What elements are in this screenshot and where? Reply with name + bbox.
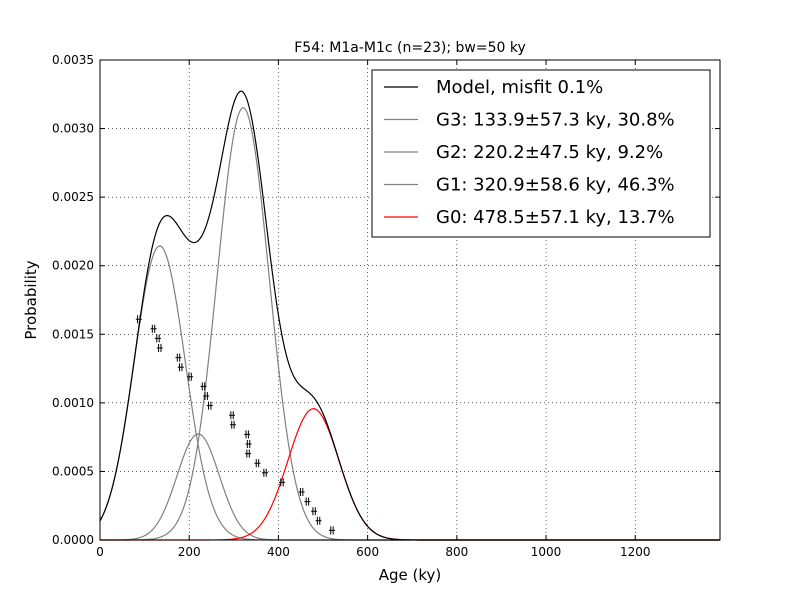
- sample-marker: [156, 344, 163, 352]
- legend-box: [371, 69, 711, 238]
- sample-markers: [135, 315, 335, 535]
- sample-marker: [244, 430, 251, 439]
- sample-marker: [229, 411, 236, 420]
- x-tick-label: 800: [445, 545, 468, 559]
- x-tick-label: 1000: [531, 545, 562, 559]
- sample-marker: [175, 353, 182, 362]
- sample-marker: [203, 392, 210, 400]
- legend-label: G3: 133.9±57.3 ky, 30.8%: [436, 110, 675, 131]
- plot-frame: [99, 59, 721, 541]
- x-tick-label: 1200: [620, 545, 651, 559]
- sample-marker: [206, 401, 213, 410]
- sample-marker: [311, 507, 318, 516]
- sample-marker: [254, 459, 261, 468]
- legend-label: Model, misfit 0.1%: [436, 77, 603, 98]
- x-axis-label: Age (ky): [379, 566, 442, 584]
- legend: Model, misfit 0.1% G3: 133.9±57.3 ky, 30.…: [371, 69, 711, 238]
- sample-marker: [150, 324, 157, 333]
- sample-marker: [177, 363, 184, 372]
- legend-label: G2: 220.2±47.5 ky, 9.2%: [436, 142, 663, 163]
- sample-marker: [229, 420, 236, 429]
- y-tick-label: 0.0015: [52, 327, 94, 341]
- chart-title: F54: M1a-M1c (n=23); bw=50 ky: [294, 40, 526, 56]
- sample-marker: [315, 516, 322, 525]
- y-tick-label: 0.0005: [52, 464, 94, 478]
- sample-marker: [278, 478, 285, 487]
- sample-marker: [135, 315, 142, 324]
- legend-label: G0: 478.5±57.1 ky, 13.7%: [436, 207, 675, 228]
- sample-marker: [200, 382, 207, 391]
- legend-label: G1: 320.9±58.6 ky, 46.3%: [436, 175, 675, 196]
- y-tick-label: 0.0020: [52, 259, 94, 273]
- sample-marker: [262, 468, 269, 477]
- axis-ticks: 0 200 400 600 800 1000 1200 0.0000 0.0005 0.0010 0…: [52, 53, 720, 559]
- sample-marker: [245, 440, 252, 448]
- sample-marker: [187, 372, 194, 381]
- y-axis-label: Probability: [22, 260, 40, 339]
- sample-marker: [154, 334, 161, 343]
- y-tick-label: 0.0035: [52, 53, 94, 67]
- sample-marker: [304, 497, 311, 506]
- y-tick-label: 0.0000: [52, 533, 94, 547]
- y-tick-label: 0.0025: [52, 190, 94, 204]
- y-tick-label: 0.0010: [52, 396, 94, 410]
- x-tick-label: 200: [178, 545, 201, 559]
- sample-marker: [245, 449, 252, 458]
- y-tick-label: 0.0030: [52, 122, 94, 136]
- sample-marker: [328, 526, 335, 535]
- x-tick-label: 600: [356, 545, 379, 559]
- sample-marker: [298, 488, 305, 496]
- x-tick-label: 400: [267, 545, 290, 559]
- x-tick-label: 0: [96, 545, 104, 559]
